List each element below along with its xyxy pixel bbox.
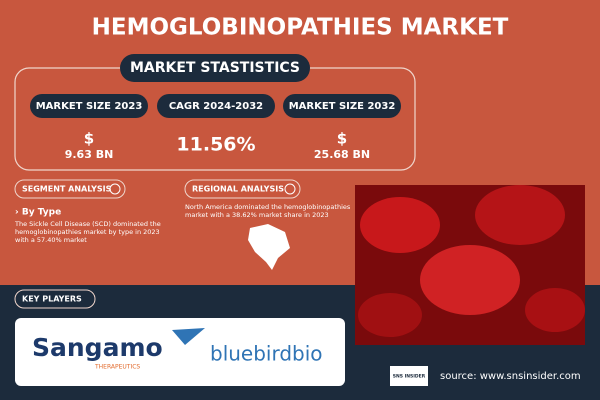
stat-pill bbox=[283, 94, 401, 118]
key-players-pill bbox=[14, 289, 96, 309]
cell bbox=[360, 197, 440, 253]
sangamo-logo: Sangamo bbox=[32, 333, 163, 362]
segment-subheading: › By Type bbox=[15, 208, 61, 218]
bluebird-icon bbox=[172, 328, 205, 345]
stats-heading-pill bbox=[120, 54, 310, 82]
sangamo-tagline: THERAPEUTICS bbox=[94, 364, 140, 371]
sns-logo bbox=[390, 366, 428, 386]
regional-text: North America dominated the hemoglobinop… bbox=[185, 203, 351, 211]
north-america-map bbox=[248, 224, 290, 270]
segment-heading: SEGMENT ANALYSIS bbox=[22, 185, 112, 194]
regional-pill bbox=[184, 179, 301, 199]
sns-brand: SNS INSIDER bbox=[393, 374, 426, 380]
segment-text: The Sickle Cell Disease (SCD) dominated … bbox=[14, 220, 161, 228]
cell bbox=[358, 293, 422, 337]
stat-amount: 25.68 BN bbox=[314, 148, 370, 161]
stat-amount: 9.63 BN bbox=[65, 148, 114, 161]
cell bbox=[420, 245, 520, 315]
segment-pill bbox=[14, 179, 126, 199]
source: source: www.snsinsider.com bbox=[440, 371, 581, 382]
regional-heading: REGIONAL ANALYSIS bbox=[192, 185, 284, 194]
segment-text: with a 57.40% market bbox=[15, 236, 87, 244]
stat-label: CAGR 2024-2032 bbox=[169, 101, 263, 112]
stat-pill bbox=[30, 94, 148, 118]
stat-currency: $ bbox=[84, 130, 94, 148]
key-players-heading: KEY PLAYERS bbox=[22, 295, 82, 304]
cell bbox=[475, 185, 565, 245]
title: HEMOGLOBINOPATHIES MARKET bbox=[92, 15, 509, 41]
stats-heading: MARKET STASTISTICS bbox=[130, 60, 300, 76]
stat-label: MARKET SIZE 2032 bbox=[289, 101, 396, 112]
stat-pill bbox=[157, 94, 275, 118]
logo-card bbox=[15, 318, 345, 386]
regional-text: market with a 38.62% market share in 202… bbox=[185, 211, 329, 219]
stat-currency: $ bbox=[337, 130, 347, 148]
icon bbox=[109, 183, 121, 195]
bluebird-logo: bluebirdbio bbox=[210, 342, 323, 366]
icon bbox=[284, 183, 296, 195]
stat-amount: 11.56% bbox=[176, 134, 255, 156]
segment-text: hemoglobinopathies market by type in 202… bbox=[15, 228, 160, 236]
cell bbox=[525, 288, 585, 332]
stat-label: MARKET SIZE 2023 bbox=[36, 101, 143, 112]
